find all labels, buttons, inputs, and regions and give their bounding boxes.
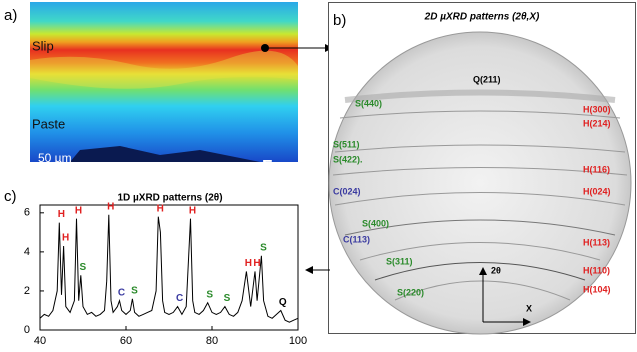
plot-frame — [39, 204, 299, 331]
map-dark — [70, 146, 260, 162]
peak-label: Q(211) — [473, 74, 501, 84]
peak-label: H(110) — [583, 265, 610, 275]
x-tick-label: 60 — [120, 335, 132, 347]
peak-annotation: H — [62, 233, 69, 244]
peak-label: S(400) — [362, 218, 389, 228]
peak-annotation: S — [80, 262, 87, 273]
map-label: Paste — [32, 116, 65, 131]
peak-annotation: H — [253, 258, 260, 269]
x-tick-label: 80 — [206, 335, 218, 347]
peak-annotation: H — [58, 209, 65, 220]
x-tick-label: 40 — [34, 335, 46, 347]
peak-label: H(104) — [583, 284, 611, 294]
y-tick-label: 4 — [24, 246, 30, 258]
panel-label: a) — [4, 7, 17, 24]
y-tick-label: 0 — [24, 324, 30, 336]
peak-annotation: S — [206, 289, 213, 300]
peak-label: H(300) — [583, 104, 611, 114]
peak-annotation: H — [107, 201, 114, 212]
peak-annotation: C — [118, 287, 125, 298]
chart-title: 1D µXRD patterns (2θ) — [117, 193, 222, 204]
peak-annotation: H — [75, 205, 82, 216]
peak-label: S(511) — [333, 139, 360, 149]
scale-label: 50 µm — [38, 151, 72, 165]
xrf-map — [30, 2, 298, 162]
peak-label: C(024) — [333, 186, 361, 196]
detector — [328, 31, 632, 335]
axis-label: X — [526, 303, 532, 313]
peak-annotation: S — [224, 293, 231, 304]
peak-label: S(311) — [386, 256, 413, 266]
y-tick-label: 2 — [24, 285, 30, 297]
x-tick-label: 100 — [289, 335, 307, 347]
peak-annotation: C — [176, 293, 183, 304]
line — [39, 214, 299, 323]
map-label: Slip — [32, 38, 54, 53]
peak-label: H(113) — [583, 237, 610, 247]
peak-annotation: S — [260, 242, 267, 253]
peak-annotation: S — [131, 285, 138, 296]
peak-label: H(116) — [583, 164, 610, 174]
peak-label: H(024) — [583, 186, 611, 196]
peak-annotation: H — [157, 203, 164, 214]
peak-annotation: H — [245, 258, 252, 269]
panel-label: b) — [333, 12, 346, 29]
panel-title: 2D µXRD patterns (2θ,X) — [424, 12, 540, 23]
rings — [332, 89, 628, 301]
peak-annotation: H — [189, 205, 196, 216]
peak-label: S(440) — [355, 98, 382, 108]
peak-label: C(113) — [343, 234, 370, 244]
peak-label: S(220) — [397, 287, 424, 297]
axis-label: 2θ — [491, 265, 501, 275]
map-texture — [30, 50, 298, 89]
peak-label: H(214) — [583, 118, 611, 128]
peak-annotation: Q — [279, 297, 287, 308]
peak-label: S(422). — [333, 154, 363, 164]
panel-label: c) — [4, 188, 17, 205]
y-tick-label: 6 — [24, 207, 30, 219]
map-caption: µXRF map — [125, 159, 187, 174]
element-label: Fe — [262, 156, 282, 175]
